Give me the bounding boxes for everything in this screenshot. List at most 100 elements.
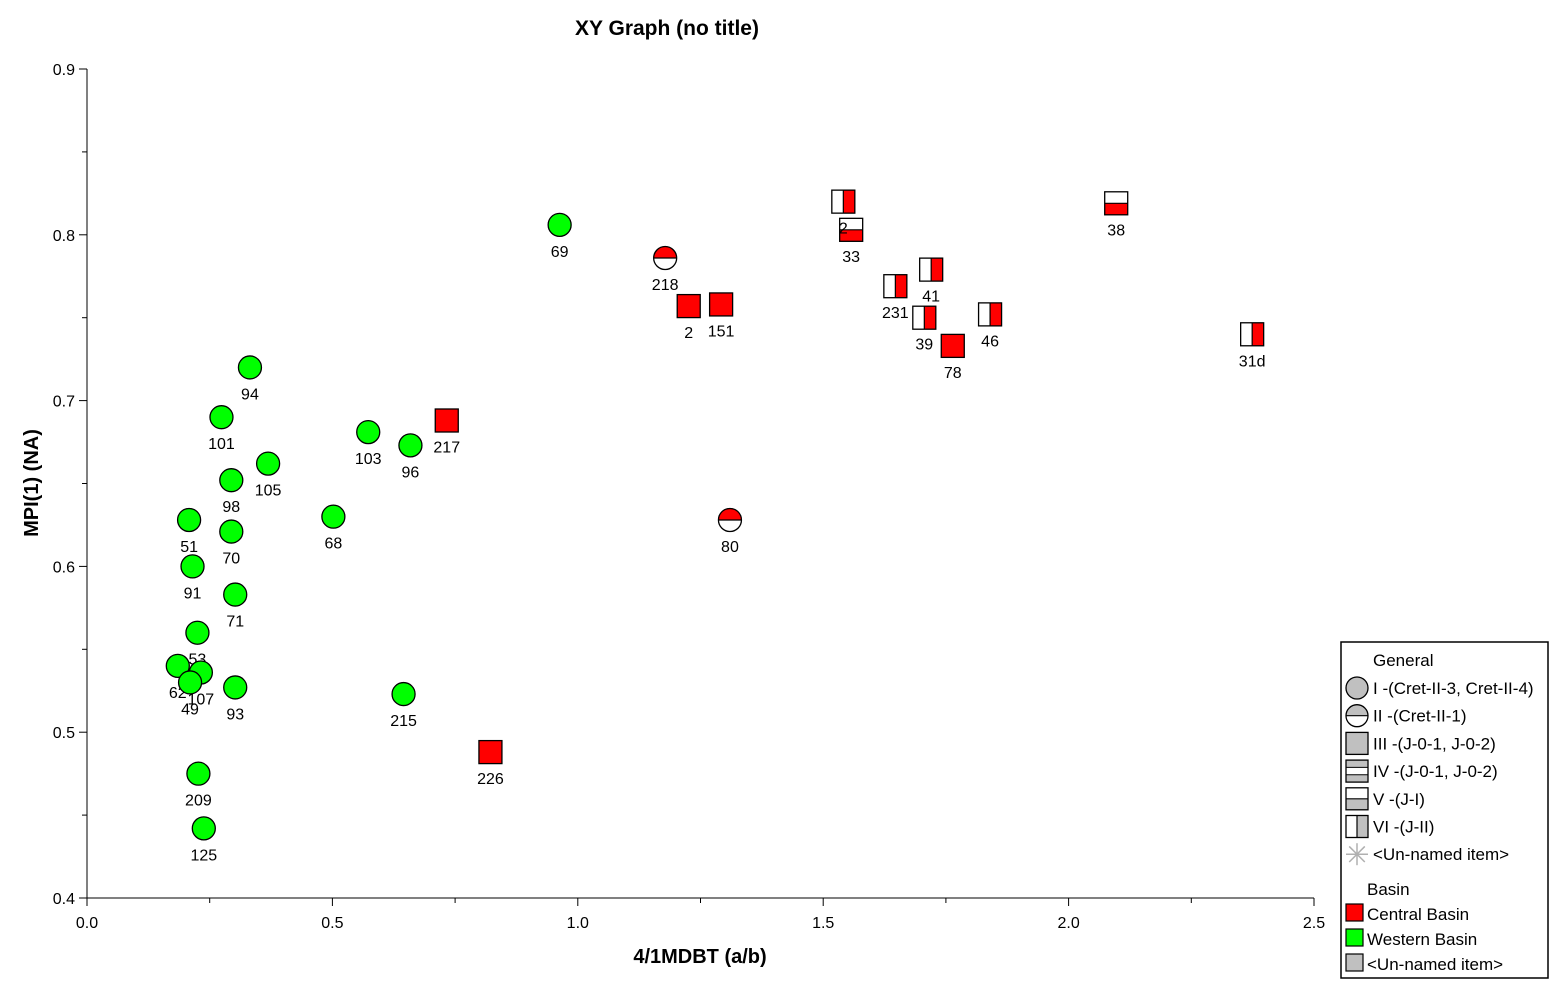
data-point-label: 49 <box>181 701 199 718</box>
data-point-label: 51 <box>180 539 198 556</box>
data-point-label: 71 <box>226 614 244 631</box>
legend-general-label: I -(Cret-II-3, Cret-II-4) <box>1373 679 1534 698</box>
data-point-label: 41 <box>922 289 940 306</box>
y-tick-label: 0.4 <box>53 891 75 908</box>
x-tick-label: 1.0 <box>567 915 589 932</box>
data-point-label: 96 <box>402 464 420 481</box>
legend-basin-items: Central Basin Western Basin <Un-named item… <box>1345 903 1503 974</box>
data-point <box>219 468 244 493</box>
y-tick-label: 0.5 <box>53 725 75 742</box>
legend-basin-title: Basin <box>1367 880 1410 899</box>
data-point <box>478 739 503 765</box>
y-tick-label: 0.8 <box>53 228 75 245</box>
legend-general-label: III -(J-0-1, J-0-2) <box>1373 734 1496 753</box>
data-point <box>219 519 244 544</box>
data-point-label: 68 <box>324 536 342 553</box>
legend-basin-label: Western Basin <box>1367 930 1477 949</box>
data-point-label: 125 <box>190 847 217 864</box>
data-point <box>356 419 381 445</box>
data-point <box>912 305 937 330</box>
legend-basin-swatch <box>1345 953 1364 972</box>
data-point-label: 98 <box>222 499 240 516</box>
x-tick-label: 1.5 <box>812 915 834 932</box>
data-point <box>708 292 734 317</box>
data-point-label: 217 <box>433 439 460 456</box>
data-point <box>717 507 743 533</box>
data-point <box>321 504 346 529</box>
data-point-label: 103 <box>355 451 382 468</box>
data-point-label: 93 <box>226 706 244 723</box>
data-point <box>653 245 678 271</box>
data-point <box>977 302 1003 327</box>
legend-general-marker <box>1345 676 1369 700</box>
data-point-label: 69 <box>551 244 569 261</box>
data-point-label: 151 <box>708 323 735 340</box>
data-point <box>176 507 202 533</box>
data-point-label: 91 <box>184 585 202 602</box>
y-tick-label: 0.7 <box>53 394 75 411</box>
legend-general-marker <box>1345 704 1369 728</box>
data-point <box>185 620 210 645</box>
x-tick-label: 2.5 <box>1303 915 1325 932</box>
data-point <box>391 681 416 707</box>
legend-general-marker <box>1346 843 1368 866</box>
data-point-label: 107 <box>188 692 215 709</box>
x-tick-label: 0.0 <box>76 915 98 932</box>
legend-general-items: I -(Cret-II-3, Cret-II-4) II -(Cret-II-1)… <box>1345 676 1534 866</box>
legend-general-marker <box>1345 731 1369 756</box>
data-point <box>209 405 234 430</box>
legend-general-title: General <box>1373 651 1433 670</box>
legend-general-label: II -(Cret-II-1) <box>1373 707 1467 726</box>
data-point <box>180 554 205 579</box>
legend-general-label: VI -(J-II) <box>1373 818 1434 837</box>
data-point <box>177 670 203 695</box>
legend-general-label: V -(J-I) <box>1373 790 1425 809</box>
data-point <box>223 675 248 700</box>
data-point-label: 39 <box>915 337 933 354</box>
data-point-label: 2 <box>684 325 693 342</box>
x-axis-title: 4/1MDBT (a/b) <box>633 946 766 968</box>
legend-general-label: IV -(J-0-1, J-0-2) <box>1373 762 1498 781</box>
x-tick-label: 0.5 <box>321 915 343 932</box>
x-tick-label: 2.0 <box>1057 915 1079 932</box>
data-point <box>919 257 944 282</box>
data-point <box>883 274 908 299</box>
data-point-label: 31d <box>1239 353 1266 370</box>
data-point <box>237 355 263 380</box>
data-point-label: 70 <box>222 551 240 568</box>
y-tick-label: 0.6 <box>53 559 75 576</box>
data-point-label: 101 <box>208 436 235 453</box>
legend-general-marker <box>1345 814 1369 839</box>
data-point <box>839 217 864 242</box>
data-point <box>186 761 211 786</box>
y-axis-title: MPI(1) (NA) <box>21 429 43 537</box>
data-point <box>434 408 459 433</box>
data-point <box>940 333 965 359</box>
legend-box <box>1340 641 1549 979</box>
data-point-label: 80 <box>721 539 739 556</box>
data-point <box>191 816 216 841</box>
data-point-label: 226 <box>477 771 504 788</box>
data-point-label: 38 <box>1107 222 1125 239</box>
legend-general-marker <box>1345 787 1369 811</box>
data-point <box>223 582 248 607</box>
data-point-label: 105 <box>255 483 282 500</box>
data-point-label: 2 <box>839 221 848 238</box>
data-point-label: 215 <box>390 713 417 730</box>
x-ticks: 0.0 0.5 1.0 1.5 2.0 2.5 <box>76 898 1325 932</box>
data-point-label: 94 <box>241 386 259 403</box>
data-point <box>398 433 423 458</box>
data-point <box>255 451 281 476</box>
legend-basin-label: Central Basin <box>1367 905 1469 924</box>
data-point <box>165 653 190 679</box>
data-point <box>676 293 701 319</box>
data-point <box>547 212 572 238</box>
data-point-label: 33 <box>842 249 860 266</box>
data-point <box>1104 191 1129 216</box>
data-point-label: 218 <box>652 277 679 294</box>
legend-general-marker <box>1345 759 1369 783</box>
data-point-label: 231 <box>882 305 909 322</box>
chart-title: XY Graph (no title) <box>575 17 759 40</box>
y-ticks: 0.4 0.5 0.6 0.7 0.8 0.9 <box>53 62 87 908</box>
